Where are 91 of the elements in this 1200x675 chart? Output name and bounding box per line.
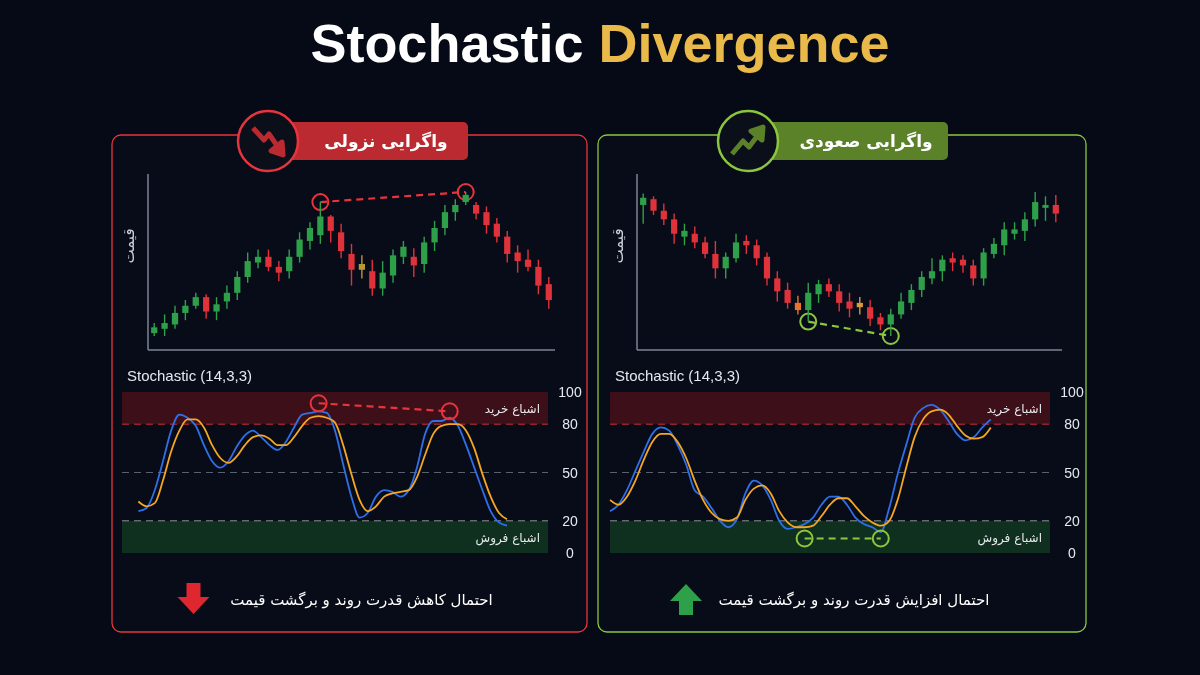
- candlestick: [939, 254, 946, 282]
- candlestick: [784, 282, 791, 310]
- band-label: اشباع خرید: [986, 402, 1042, 418]
- y-tick-label: 80: [562, 416, 578, 433]
- candlestick: [650, 195, 657, 216]
- band-label: اشباع خرید: [484, 402, 540, 418]
- candlestick: [722, 251, 729, 280]
- candlestick: [182, 299, 189, 321]
- candlestick: [317, 201, 324, 245]
- band-label: اشباع فروش: [977, 530, 1042, 546]
- candlestick: [431, 220, 438, 252]
- candlestick: [660, 202, 667, 226]
- candlestick: [504, 230, 511, 264]
- candlestick: [452, 198, 459, 222]
- candlestick: [990, 237, 998, 259]
- candlestick: [753, 238, 760, 267]
- candlestick: [794, 294, 802, 316]
- candlestick: [928, 257, 936, 285]
- candlestick: [774, 270, 781, 303]
- text: احتمال افزایش قدرت روند و برگشت قیمت: [718, 591, 990, 609]
- candlestick: [400, 240, 407, 265]
- candlestick: [327, 214, 334, 244]
- candlestick: [825, 277, 832, 298]
- candlestick: [970, 258, 977, 287]
- candlestick: [949, 251, 956, 272]
- candlestick: [763, 251, 771, 287]
- candlestick: [296, 231, 303, 264]
- candlestick: [681, 222, 688, 246]
- candlestick: [338, 222, 345, 259]
- candlestick: [254, 248, 262, 270]
- candlestick: [161, 313, 168, 337]
- candlestick: [369, 258, 376, 297]
- y-axis-title: قیمت: [120, 228, 138, 264]
- candlestick: [918, 270, 925, 298]
- candlestick: [441, 204, 449, 236]
- candlestick: [1052, 194, 1059, 223]
- candlestick: [348, 243, 355, 287]
- text: Stochastic Divergence: [310, 13, 890, 73]
- candlestick: [514, 244, 521, 274]
- candlestick: [421, 235, 428, 274]
- band-label: اشباع فروش: [475, 530, 540, 546]
- candlestick: [244, 251, 251, 284]
- candlestick: [389, 248, 397, 284]
- y-tick-label: 80: [1064, 416, 1080, 433]
- candlestick: [836, 283, 843, 313]
- candlestick: [887, 307, 894, 337]
- chart-title: واگرایی صعودی: [799, 131, 933, 152]
- candlestick: [805, 282, 812, 323]
- text: احتمال کاهش قدرت روند و برگشت قیمت: [230, 591, 493, 609]
- chart-title: Stochastic (14,3,3): [615, 367, 741, 384]
- candlestick: [524, 248, 532, 272]
- candlestick: [712, 240, 719, 280]
- y-axis-title: قیمت: [609, 228, 627, 264]
- candlestick: [171, 305, 179, 330]
- candlestick: [640, 192, 647, 225]
- candlestick: [265, 248, 272, 272]
- candlestick: [493, 217, 500, 244]
- y-tick-label: 20: [1064, 512, 1080, 529]
- candlestick: [846, 292, 853, 318]
- candlestick: [1042, 195, 1049, 222]
- candlestick: [701, 235, 709, 259]
- candlestick: [358, 254, 365, 280]
- candlestick: [1001, 221, 1008, 257]
- candlestick: [203, 293, 210, 320]
- y-tick-label: 0: [1068, 545, 1077, 561]
- y-tick-label: 100: [558, 384, 582, 400]
- y-tick-label: 50: [562, 464, 578, 481]
- candlestick: [732, 233, 740, 264]
- chart-title: واگرایی نزولی: [324, 131, 448, 152]
- chart-title: Stochastic (14,3,3): [127, 367, 253, 384]
- candlestick: [286, 248, 293, 280]
- candlestick: [815, 279, 822, 304]
- candlestick: [275, 260, 282, 282]
- candlestick: [306, 221, 314, 251]
- candlestick: [1032, 191, 1039, 228]
- candlestick: [671, 212, 678, 245]
- y-tick-label: 50: [1064, 464, 1080, 481]
- candlestick: [483, 205, 490, 235]
- candlestick: [867, 299, 874, 327]
- candlestick: [234, 270, 241, 301]
- candlestick: [213, 296, 220, 321]
- candlestick: [535, 258, 542, 295]
- candlestick: [897, 292, 905, 320]
- candlestick: [908, 283, 915, 311]
- y-tick-label: 20: [562, 512, 578, 529]
- candlestick: [1021, 211, 1028, 242]
- y-tick-label: 0: [566, 545, 575, 561]
- candlestick: [691, 225, 698, 249]
- y-tick-label: 100: [1060, 384, 1084, 400]
- candlestick: [545, 276, 552, 310]
- candlestick: [379, 260, 386, 297]
